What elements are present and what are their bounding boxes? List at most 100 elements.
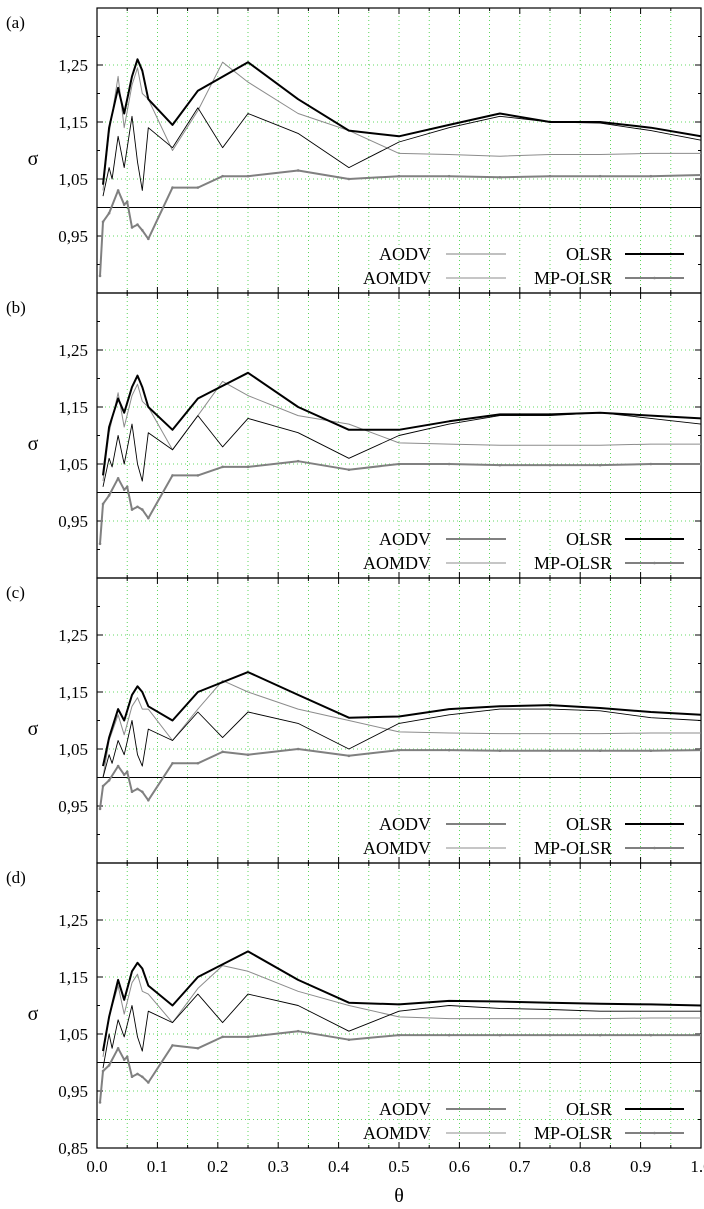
- data-point-mpolsr: [116, 189, 120, 192]
- data-point-mpolsr: [447, 462, 451, 466]
- data-point-mpolsr: [116, 1046, 120, 1050]
- series-group: [98, 371, 701, 546]
- data-point-mpolsr: [347, 177, 351, 181]
- data-point-mpolsr: [171, 761, 174, 765]
- panel-label: (d): [6, 868, 26, 887]
- data-point-mpolsr: [699, 748, 701, 752]
- legend-marker-mpolsr: [653, 1131, 656, 1135]
- series-line-olsr: [102, 371, 701, 476]
- data-point-mpolsr: [122, 203, 126, 206]
- data-point-mpolsr: [221, 1035, 224, 1039]
- data-point-mpolsr: [347, 754, 351, 758]
- legend-label-mpolsr: MP-OLSR: [534, 268, 612, 288]
- series-line-olsr: [102, 671, 701, 767]
- data-point-mpolsr: [598, 1033, 602, 1037]
- legend: AODV AOMDV OLSR MP-OLSR: [363, 814, 684, 858]
- y-tick-label: 0,85: [58, 1139, 88, 1158]
- data-point-mpolsr: [125, 485, 129, 489]
- x-tick-label: 0.1: [147, 1157, 168, 1176]
- data-point-mpolsr: [98, 542, 102, 546]
- y-tick-label: 0,95: [58, 512, 88, 531]
- y-tick-label: 1,05: [58, 1025, 88, 1044]
- y-axis-label: σ: [28, 148, 39, 170]
- data-point-mpolsr: [347, 468, 351, 472]
- x-tick-label: 1.0: [690, 1157, 704, 1176]
- data-point-mpolsr: [196, 186, 200, 189]
- data-point-mpolsr: [171, 474, 174, 477]
- y-tick-label: 1,25: [58, 626, 88, 645]
- data-point-mpolsr: [125, 1055, 129, 1059]
- y-tick-label: 1,25: [58, 341, 88, 360]
- data-point-mpolsr: [347, 1038, 351, 1041]
- series-group: [98, 671, 701, 811]
- y-tick-label: 1,15: [58, 398, 88, 417]
- legend-label-aodv: AODV: [379, 1099, 431, 1119]
- data-point-mpolsr: [548, 174, 552, 178]
- data-point-mpolsr: [699, 173, 701, 177]
- data-point-mpolsr: [447, 748, 451, 752]
- legend-label-aodv: AODV: [379, 529, 431, 549]
- data-point-mpolsr: [649, 462, 653, 466]
- x-tick-label: 0.5: [388, 1157, 409, 1176]
- legend-label-olsr: OLSR: [566, 529, 612, 549]
- x-tick-label: 0.8: [570, 1157, 591, 1176]
- data-point-mpolsr: [141, 1075, 144, 1079]
- data-point-mpolsr: [296, 459, 300, 463]
- y-tick-label: 0,95: [58, 227, 88, 246]
- y-tick-label: 1,15: [58, 968, 88, 987]
- y-tick-label: 0,95: [58, 797, 88, 816]
- data-point-mpolsr: [101, 1069, 105, 1073]
- legend-label-mpolsr: MP-OLSR: [534, 838, 612, 858]
- data-point-mpolsr: [130, 790, 134, 794]
- panel-label: (b): [6, 298, 26, 317]
- data-point-mpolsr: [598, 463, 602, 467]
- legend-label-aomdv: AOMDV: [363, 268, 431, 288]
- legend-label-olsr: OLSR: [566, 814, 612, 834]
- panels-layer: 0,95 1,05 1,15 1,25 (a) σ AODV AOMDV OLSR MP-OLSR…: [6, 7, 702, 1158]
- x-axis-label: θ: [394, 1185, 404, 1207]
- series-group: [98, 950, 701, 1104]
- data-point-mpolsr: [649, 749, 653, 753]
- data-point-mpolsr: [246, 753, 250, 756]
- data-point-mpolsr: [649, 174, 653, 178]
- data-point-mpolsr: [498, 175, 502, 179]
- series-line-aodv: [102, 993, 701, 1069]
- data-point-mpolsr: [598, 749, 602, 753]
- legend-marker-mpolsr: [653, 561, 656, 565]
- x-tick-label: 0.7: [509, 1157, 531, 1176]
- y-tick-label: 1,25: [58, 56, 88, 75]
- data-point-mpolsr: [498, 749, 502, 753]
- legend-label-aodv: AODV: [379, 244, 431, 264]
- data-point-mpolsr: [447, 1033, 451, 1037]
- data-point-mpolsr: [498, 1033, 502, 1037]
- data-point-mpolsr: [136, 505, 139, 509]
- data-point-mpolsr: [147, 237, 150, 241]
- y-tick-label: 1,05: [58, 455, 88, 474]
- data-point-mpolsr: [107, 779, 111, 782]
- data-point-mpolsr: [130, 1075, 134, 1079]
- legend: AODV AOMDV OLSR MP-OLSR: [363, 244, 684, 288]
- data-point-mpolsr: [171, 1044, 174, 1047]
- data-point-mpolsr: [246, 174, 250, 178]
- panel-3: 0,95 1,05 1,15 1,25 (c) σ AODV AOMDV OLSR MP-OLSR: [6, 577, 702, 864]
- data-point-mpolsr: [147, 516, 150, 520]
- data-point-mpolsr: [196, 761, 200, 765]
- data-point-mpolsr: [136, 1072, 139, 1076]
- panel-2: 0,95 1,05 1,15 1,25 (b) σ AODV AOMDV OLSR MP-OLSR: [6, 292, 702, 579]
- legend-label-mpolsr: MP-OLSR: [534, 1123, 612, 1143]
- data-point-mpolsr: [125, 770, 129, 774]
- data-point-mpolsr: [107, 1064, 111, 1067]
- data-point-mpolsr: [498, 463, 502, 467]
- legend: AODV AOMDV OLSR MP-OLSR: [363, 1099, 684, 1143]
- y-axis-label: σ: [28, 718, 39, 740]
- y-tick-label: 1,05: [58, 170, 88, 189]
- y-axis: 0,95 1,05 1,15 1,25: [58, 36, 701, 265]
- data-point-mpolsr: [130, 508, 134, 511]
- data-point-mpolsr: [296, 747, 300, 751]
- data-point-mpolsr: [699, 1033, 701, 1037]
- data-point-mpolsr: [699, 462, 701, 466]
- legend-label-aomdv: AOMDV: [363, 1123, 431, 1143]
- data-point-mpolsr: [101, 502, 105, 506]
- data-point-mpolsr: [397, 1033, 401, 1037]
